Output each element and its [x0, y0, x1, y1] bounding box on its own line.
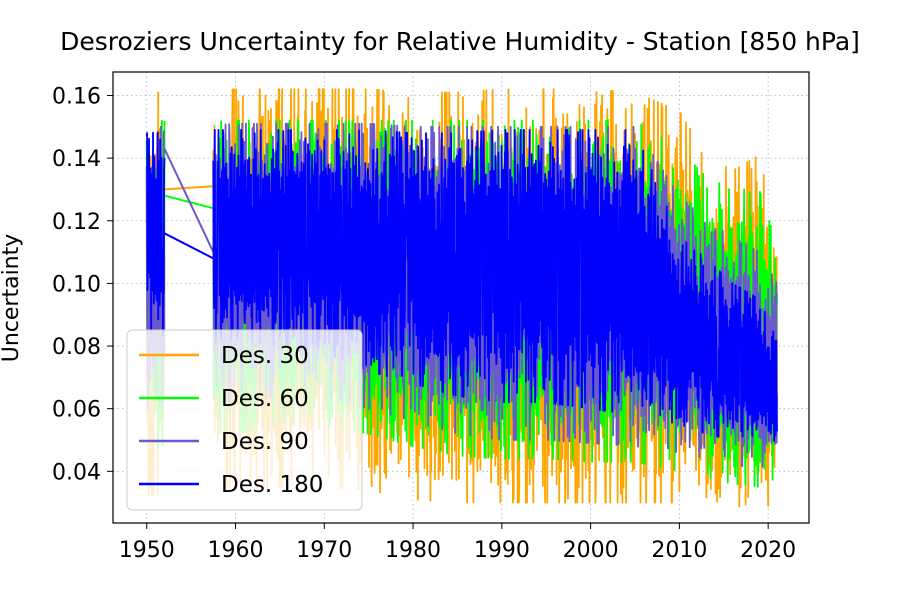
x-tick-label: 2010 — [651, 538, 707, 563]
legend-label: Des. 60 — [221, 386, 309, 412]
legend-box — [126, 329, 363, 511]
y-tick-label: 0.06 — [52, 398, 101, 423]
legend-label: Des. 90 — [221, 429, 309, 455]
y-tick-label: 0.04 — [52, 460, 101, 485]
series-line — [145, 131, 166, 338]
series-gap-line — [164, 232, 214, 260]
y-tick-label: 0.14 — [52, 147, 101, 172]
chart-title: Desroziers Uncertainty for Relative Humi… — [60, 27, 860, 56]
x-tick-label: 2020 — [740, 538, 796, 563]
legend-item: Des. 180 — [139, 472, 323, 498]
y-axis-label: Uncertainty — [0, 234, 24, 363]
series-line — [212, 128, 778, 442]
y-tick-label: 0.10 — [52, 272, 101, 297]
y-tick-label: 0.08 — [52, 335, 101, 360]
legend-label: Des. 30 — [221, 343, 309, 369]
x-tick-label: 1950 — [119, 538, 175, 563]
y-tick-label: 0.16 — [52, 84, 101, 109]
x-tick-label: 1990 — [474, 538, 530, 563]
legend-label: Des. 180 — [221, 472, 323, 498]
x-tick-label: 1980 — [385, 538, 441, 563]
series-gap-line — [163, 148, 215, 253]
series-gap-line — [164, 185, 214, 191]
x-tick-label: 1960 — [208, 538, 264, 563]
legend: Des. 30 Des. 60 Des. 90 Des. 180 — [126, 329, 363, 511]
legend-item: Des. 60 — [139, 386, 309, 412]
x-tick-label: 1970 — [296, 538, 352, 563]
legend-item: Des. 90 — [139, 429, 309, 455]
tick-layer: 1950 1960 1970 1980 1990 2000 2010 2020 0.04 0.06… — [52, 84, 796, 563]
legend-item: Des. 30 — [139, 343, 309, 369]
series-des-180 — [145, 128, 778, 442]
y-tick-label: 0.12 — [52, 210, 101, 235]
plot-frame — [112, 71, 810, 524]
x-tick-label: 2000 — [563, 538, 619, 563]
